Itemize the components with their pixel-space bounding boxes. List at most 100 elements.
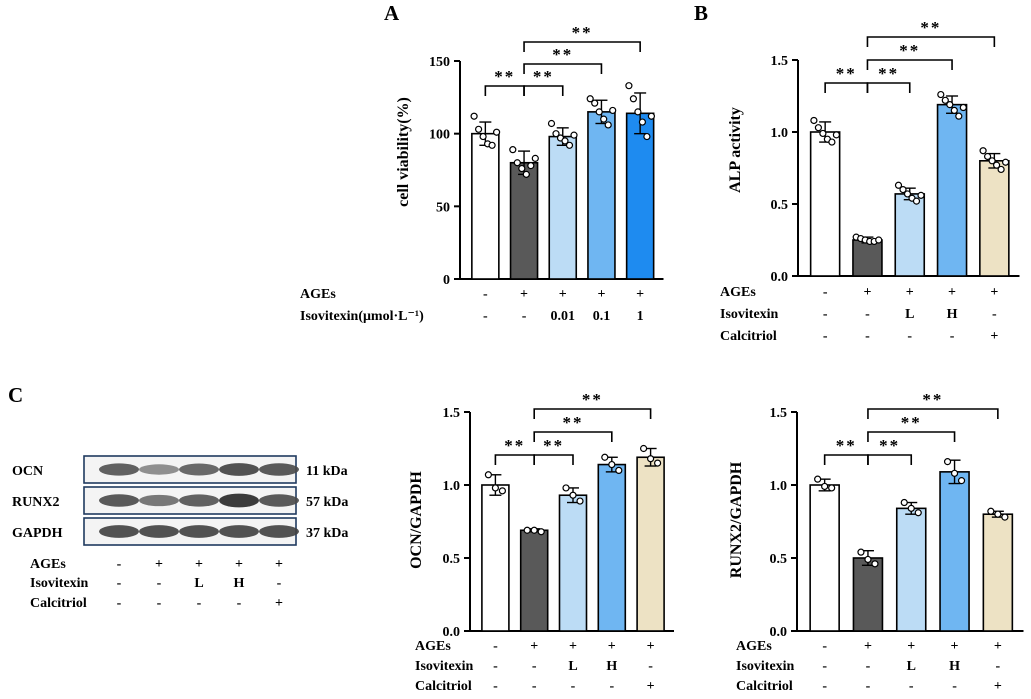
y-axis-label: cell viability(%): [395, 97, 412, 207]
bar: [558, 494, 588, 632]
condition-value: -: [996, 659, 1001, 674]
blot-condition-value: L: [194, 576, 203, 591]
condition-label: Isovitexin: [736, 659, 795, 674]
y-tick-label: 0.0: [443, 625, 461, 640]
data-point: [814, 124, 823, 132]
data-point: [522, 170, 530, 178]
blot-condition-value: +: [275, 596, 283, 611]
blot-row-label: GAPDH: [12, 526, 63, 541]
condition-value: +: [569, 639, 577, 654]
data-point: [569, 491, 577, 499]
y-tick-label: 1.0: [770, 479, 788, 494]
significance-bracket: [824, 82, 869, 93]
data-point: [946, 101, 954, 109]
bar: [519, 529, 549, 632]
bar: [587, 111, 616, 280]
bar: [852, 239, 883, 277]
significance-label: **: [922, 390, 943, 409]
condition-value: +: [990, 285, 998, 300]
condition-value: -: [822, 659, 827, 674]
bar: [939, 471, 970, 632]
blot-row-label: OCN: [12, 464, 43, 479]
blot-condition-label: AGEs: [30, 557, 66, 572]
data-point: [814, 475, 822, 483]
y-tick-label: 0: [443, 273, 450, 288]
condition-label: AGEs: [300, 287, 336, 302]
condition-value: L: [905, 307, 914, 322]
blot-band: [139, 464, 179, 475]
data-point: [821, 482, 829, 491]
data-point: [586, 95, 594, 103]
condition-value: -: [866, 659, 871, 674]
significance-label: **: [878, 64, 899, 83]
significance-label: **: [920, 18, 941, 37]
blot-kda-label: 57 kDa: [306, 495, 348, 510]
blot-condition-value: -: [117, 596, 122, 611]
data-point: [634, 108, 642, 116]
condition-value: -: [992, 307, 997, 322]
blot-condition-value: -: [117, 576, 122, 591]
significance-bracket: [823, 454, 869, 465]
y-tick-label: 150: [429, 55, 450, 70]
significance-label: **: [533, 67, 554, 86]
condition-value: +: [608, 639, 616, 654]
condition-value: +: [530, 639, 538, 654]
panel-label-c: C: [8, 383, 23, 407]
condition-value: +: [994, 639, 1002, 654]
condition-value: 1: [637, 309, 644, 324]
significance-label: **: [879, 436, 900, 455]
significance-label: **: [836, 436, 857, 455]
significance-bracket: [867, 431, 956, 442]
data-point: [903, 190, 912, 198]
data-point: [907, 504, 915, 512]
condition-value: +: [906, 285, 914, 300]
data-point: [914, 509, 922, 517]
condition-value: +: [990, 329, 998, 344]
condition-value: +: [520, 287, 528, 302]
data-point: [615, 466, 623, 474]
condition-value: 0.01: [551, 309, 576, 324]
data-point: [561, 137, 569, 145]
data-point: [875, 236, 883, 244]
condition-label: Calcitriol: [720, 329, 777, 344]
y-tick-label: 1.5: [770, 406, 788, 421]
blot-band: [99, 463, 139, 476]
data-point: [647, 112, 656, 120]
y-tick-label: 1.0: [443, 479, 461, 494]
data-point: [1001, 513, 1009, 521]
condition-label: Calcitriol: [736, 679, 793, 694]
western-blot: OCN 11 kDa RUNX2 57 kDa GAPDH 37 kDa AGEs - + + + +…: [12, 455, 348, 611]
bar: [471, 132, 500, 280]
significance-label: **: [582, 390, 603, 409]
data-point: [570, 131, 578, 139]
blot-condition-value: -: [157, 596, 162, 611]
condition-value: -: [648, 659, 653, 674]
significance-bracket: [867, 454, 913, 465]
significance-label: **: [836, 64, 857, 83]
blot-row-label: RUNX2: [12, 495, 59, 510]
blot-band: [179, 525, 219, 538]
bar: [936, 103, 968, 277]
data-point: [912, 197, 921, 205]
significance-bracket: [523, 63, 603, 74]
data-point: [600, 115, 608, 123]
data-point: [547, 119, 556, 128]
condition-value: -: [822, 639, 827, 654]
data-point: [493, 128, 501, 136]
data-point: [900, 498, 908, 507]
data-point: [828, 138, 836, 146]
data-point: [531, 154, 539, 162]
condition-label: Isovitexin(μmol·L⁻¹): [300, 309, 424, 324]
data-point: [959, 103, 967, 112]
data-point: [527, 162, 535, 170]
condition-value: -: [865, 329, 870, 344]
panel-label-b: B: [694, 1, 708, 25]
significance-label: **: [899, 41, 920, 60]
blot-condition-value: H: [234, 576, 245, 591]
bar: [481, 484, 510, 632]
blot-band: [99, 525, 139, 538]
condition-value: H: [606, 659, 617, 674]
blot-band: [259, 525, 299, 538]
